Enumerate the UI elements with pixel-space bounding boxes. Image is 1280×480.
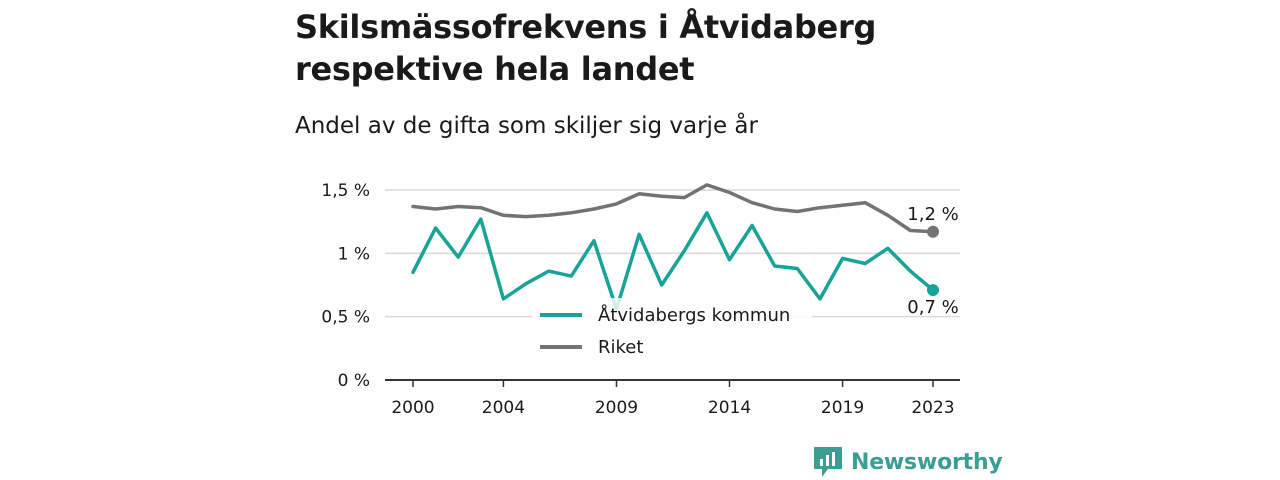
x-tick-label: 2000 xyxy=(391,398,434,418)
series-line-kommun xyxy=(411,211,935,311)
axes: 0 % 0,5 % 1 % 1,5 % 2000 2004 2009 2014 2019 2023 xyxy=(321,181,960,418)
x-tick-label: 2014 xyxy=(708,398,751,418)
series-end-point xyxy=(927,225,939,238)
series-end-label: 1,2 % xyxy=(907,204,958,225)
series-layer: 1,2 % 0,7 % xyxy=(411,183,959,318)
legend-label: Åtvidabergs kommun xyxy=(598,304,790,326)
legend-background xyxy=(532,298,812,362)
legend: Åtvidabergs kommun Riket xyxy=(532,298,812,362)
chart-subtitle: Andel av de gifta som skiljer sig varje … xyxy=(295,113,758,139)
y-tick-label: 0 % xyxy=(338,371,370,391)
legend-label: Riket xyxy=(598,337,643,358)
brand-name: Newsworthy xyxy=(851,449,1003,475)
series-line-riket xyxy=(411,183,935,234)
y-tick-label: 0,5 % xyxy=(321,308,370,328)
y-tick-label: 1 % xyxy=(338,244,370,264)
chart-title: Skilsmässofrekvens i Åtvidaberg respekti… xyxy=(295,8,877,88)
x-tick-label: 2009 xyxy=(595,398,638,418)
newsworthy-logo: Newsworthy xyxy=(814,446,1003,478)
x-tick-label: 2023 xyxy=(911,398,954,418)
x-tick-label: 2004 xyxy=(482,398,525,418)
series-end-label: 0,7 % xyxy=(907,297,958,318)
series-end-point xyxy=(927,284,939,297)
y-tick-label: 1,5 % xyxy=(321,181,370,201)
x-tick-label: 2019 xyxy=(821,398,864,418)
newsworthy-icon xyxy=(814,447,842,477)
